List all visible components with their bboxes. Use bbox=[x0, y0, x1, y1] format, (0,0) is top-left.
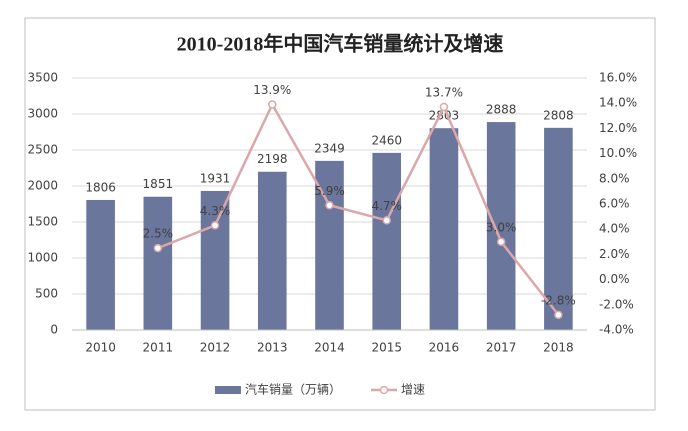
line-value-label: -2.8% bbox=[541, 293, 576, 307]
y-tick-label: 3500 bbox=[27, 71, 58, 85]
chart-title: 2010-2018年中国汽车销量统计及增速 bbox=[177, 32, 504, 56]
y2-tick-label: 8.0% bbox=[599, 171, 630, 185]
line-marker bbox=[268, 100, 277, 109]
bar bbox=[544, 127, 573, 330]
y2-tick-label: -2.0% bbox=[599, 297, 634, 311]
x-tick-label: 2016 bbox=[429, 341, 460, 355]
legend-label: 汽车销量（万辆） bbox=[245, 382, 341, 397]
line-marker bbox=[496, 237, 506, 247]
legend-marker bbox=[379, 385, 389, 395]
line-marker bbox=[210, 221, 220, 230]
y2-tick-label: 4.0% bbox=[599, 222, 630, 236]
bar bbox=[143, 196, 173, 330]
bar bbox=[86, 199, 115, 330]
line-value-label: 13.9% bbox=[253, 83, 291, 97]
bar-value-label: 1931 bbox=[200, 171, 231, 185]
y2-tick-label: 12.0% bbox=[599, 121, 637, 135]
y2-tick-label: -4.0% bbox=[599, 323, 634, 337]
line-value-label: 3.0% bbox=[486, 220, 517, 234]
line-value-label: 5.9% bbox=[314, 184, 345, 198]
x-tick-label: 2018 bbox=[543, 341, 574, 355]
legend-swatch bbox=[215, 386, 241, 394]
bar bbox=[429, 128, 459, 330]
bar-value-label: 1851 bbox=[143, 177, 174, 191]
y-tick-label: 3000 bbox=[27, 107, 58, 121]
y-tick-label: 0 bbox=[50, 323, 58, 337]
y2-tick-label: 10.0% bbox=[599, 146, 637, 160]
bar-value-label: 1806 bbox=[85, 180, 116, 194]
line-marker bbox=[382, 216, 391, 225]
x-tick-label: 2014 bbox=[314, 341, 345, 355]
x-tick-label: 2015 bbox=[371, 341, 402, 355]
bar-value-label: 2460 bbox=[371, 133, 402, 147]
line-marker bbox=[554, 310, 563, 320]
y-tick-label: 1000 bbox=[27, 251, 58, 265]
bar bbox=[486, 122, 516, 331]
line-value-label: 4.7% bbox=[371, 199, 402, 213]
bar bbox=[200, 190, 230, 330]
bar-value-label: 2803 bbox=[429, 109, 460, 123]
y2-tick-label: 2.0% bbox=[599, 247, 630, 261]
y2-tick-label: 0.0% bbox=[599, 272, 630, 286]
line-marker bbox=[153, 243, 163, 253]
line-value-label: 4.3% bbox=[200, 204, 231, 218]
y2-tick-label: 6.0% bbox=[599, 197, 630, 211]
bar-value-label: 2808 bbox=[543, 108, 574, 122]
x-tick-label: 2013 bbox=[257, 341, 288, 355]
x-tick-label: 2010 bbox=[85, 341, 116, 355]
line-value-label: 2.5% bbox=[143, 227, 174, 241]
y-tick-label: 1500 bbox=[27, 215, 58, 229]
x-tick-label: 2012 bbox=[200, 341, 231, 355]
line bbox=[157, 101, 560, 316]
y2-tick-label: 16.0% bbox=[599, 71, 637, 85]
line-value-label: 13.7% bbox=[425, 85, 463, 99]
y-tick-label: 2500 bbox=[27, 143, 58, 157]
bar bbox=[257, 171, 287, 330]
bar bbox=[372, 152, 402, 330]
y2-tick-label: 14.0% bbox=[599, 96, 637, 110]
x-tick-label: 2017 bbox=[486, 341, 517, 355]
bar-value-label: 2349 bbox=[314, 141, 345, 155]
y-tick-label: 500 bbox=[35, 287, 58, 301]
legend-label: 增速 bbox=[401, 383, 425, 397]
line-marker bbox=[325, 201, 334, 210]
y-tick-label: 2000 bbox=[27, 179, 58, 193]
bar-value-label: 2888 bbox=[486, 103, 517, 117]
line-marker bbox=[439, 102, 449, 112]
bar-value-label: 2198 bbox=[257, 152, 288, 166]
x-tick-label: 2011 bbox=[143, 341, 174, 355]
